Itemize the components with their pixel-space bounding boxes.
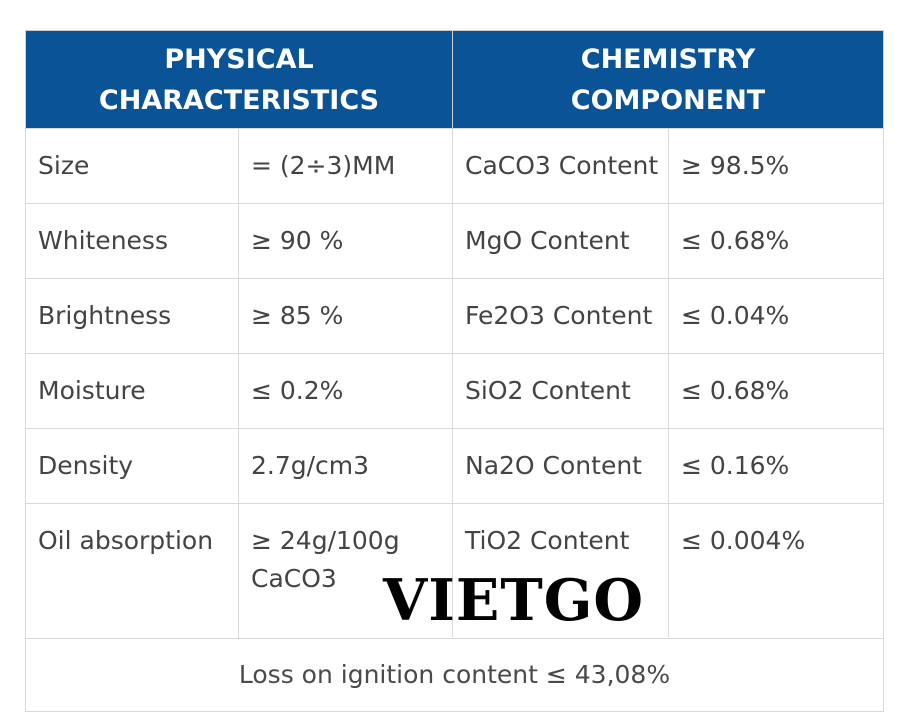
footer-row: Loss on ignition content ≤ 43,08% bbox=[25, 638, 884, 712]
component-name: SiO2 Content bbox=[452, 353, 669, 429]
chemistry-component-header: CHEMISTRY COMPONENT bbox=[452, 30, 884, 129]
table-row: Size = (2÷3)MM CaCO3 Content ≥ 98.5% bbox=[25, 128, 884, 204]
property-value: 2.7g/cm3 bbox=[238, 428, 453, 504]
property-value: ≥ 85 % bbox=[238, 278, 453, 354]
property-name: Oil absorption bbox=[25, 503, 239, 639]
component-name: TiO2 Content bbox=[452, 503, 669, 639]
component-name: Na2O Content bbox=[452, 428, 669, 504]
chemistry-header-line2: COMPONENT bbox=[570, 84, 766, 116]
property-name: Brightness bbox=[25, 278, 239, 354]
table-row: Density 2.7g/cm3 Na2O Content ≤ 0.16% bbox=[25, 428, 884, 504]
chemistry-header-line1: CHEMISTRY bbox=[580, 43, 756, 75]
property-name: Size bbox=[25, 128, 239, 204]
component-amount: ≤ 0.04% bbox=[668, 278, 884, 354]
component-amount: ≤ 0.16% bbox=[668, 428, 884, 504]
property-value: ≥ 90 % bbox=[238, 203, 453, 279]
spec-table: PHYSICAL CHARACTERISTICS CHEMISTRY COMPO… bbox=[25, 30, 884, 712]
table-row: Oil absorption ≥ 24g/100g CaCO3 TiO2 Con… bbox=[25, 503, 884, 639]
property-value-text: ≥ 24g/100g CaCO3 bbox=[251, 526, 400, 593]
table-row: Brightness ≥ 85 % Fe2O3 Content ≤ 0.04% bbox=[25, 278, 884, 354]
header-row: PHYSICAL CHARACTERISTICS CHEMISTRY COMPO… bbox=[25, 30, 884, 129]
component-name: MgO Content bbox=[452, 203, 669, 279]
component-amount: ≤ 0.68% bbox=[668, 203, 884, 279]
component-name: CaCO3 Content bbox=[452, 128, 669, 204]
component-amount: ≤ 0.004% bbox=[668, 503, 884, 639]
table-row: Moisture ≤ 0.2% SiO2 Content ≤ 0.68% bbox=[25, 353, 884, 429]
component-name: Fe2O3 Content bbox=[452, 278, 669, 354]
property-value: ≥ 24g/100g CaCO3 bbox=[238, 503, 453, 639]
physical-header-line1: PHYSICAL bbox=[164, 43, 314, 75]
property-value: ≤ 0.2% bbox=[238, 353, 453, 429]
component-amount: ≤ 0.68% bbox=[668, 353, 884, 429]
physical-header-line2: CHARACTERISTICS bbox=[98, 84, 380, 116]
loss-on-ignition: Loss on ignition content ≤ 43,08% bbox=[25, 638, 884, 712]
property-name: Moisture bbox=[25, 353, 239, 429]
property-name: Density bbox=[25, 428, 239, 504]
physical-characteristics-header: PHYSICAL CHARACTERISTICS bbox=[25, 30, 453, 129]
property-name: Whiteness bbox=[25, 203, 239, 279]
table-row: Whiteness ≥ 90 % MgO Content ≤ 0.68% bbox=[25, 203, 884, 279]
property-value: = (2÷3)MM bbox=[238, 128, 453, 204]
component-amount: ≥ 98.5% bbox=[668, 128, 884, 204]
